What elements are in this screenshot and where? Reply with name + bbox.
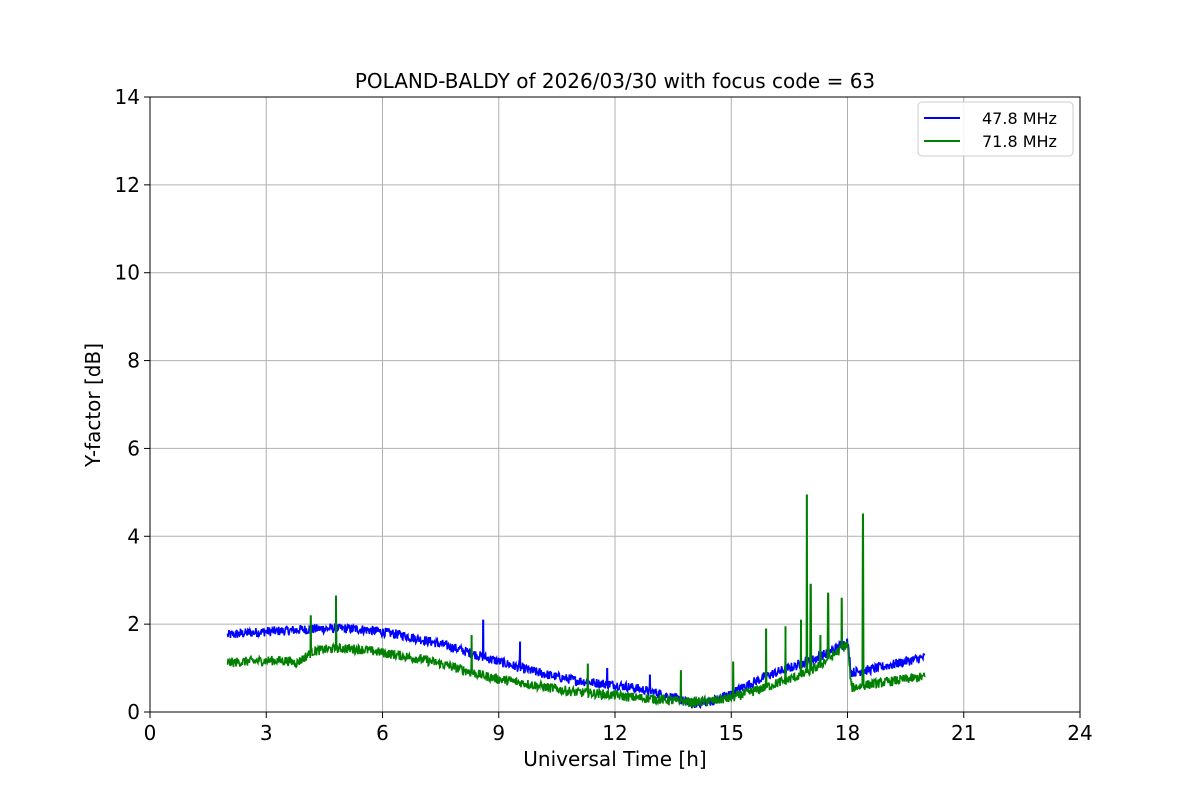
x-tick-label: 15 [719,721,744,745]
series-layer [226,494,926,710]
x-tick-label: 24 [1067,721,1092,745]
x-tick-label: 0 [144,721,157,745]
y-tick-label: 4 [127,524,140,548]
y-axis: 0 2 4 6 8 10 12 14 [115,85,150,724]
y-tick-label: 2 [127,612,140,636]
legend-label: 47.8 MHz [982,109,1057,128]
x-tick-label: 6 [376,721,389,745]
series-line [226,619,926,710]
legend-box [917,101,1074,157]
x-tick-label: 3 [260,721,273,745]
y-tick-label: 14 [115,85,140,109]
x-tick-label: 9 [492,721,505,745]
y-tick-label: 8 [127,349,140,373]
x-tick-label: 12 [602,721,627,745]
legend-label: 71.8 MHz [982,132,1057,151]
series-1 [226,494,926,709]
y-tick-label: 12 [115,173,140,197]
chart-title: POLAND-BALDY of 2026/03/30 with focus co… [355,69,875,93]
x-tick-label: 18 [835,721,860,745]
y-tick-label: 6 [127,436,140,460]
series-0 [226,619,926,710]
y-axis-label: Y-factor [dB] [81,343,105,468]
y-tick-label: 10 [115,261,140,285]
x-axis: 0 3 6 9 12 15 18 21 24 [144,712,1093,745]
series-line [226,494,926,709]
x-tick-label: 21 [951,721,976,745]
y-tick-label: 0 [127,700,140,724]
legend: 47.8 MHz 71.8 MHz [917,101,1074,157]
x-axis-label: Universal Time [h] [523,747,706,771]
